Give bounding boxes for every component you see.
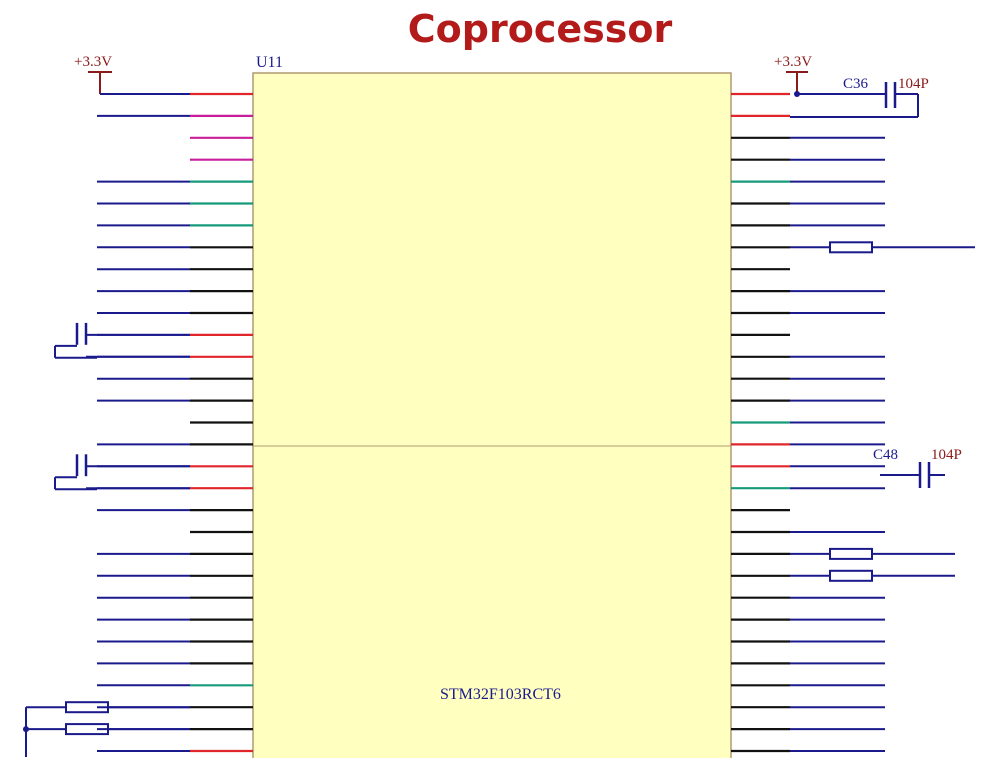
schematic-title: Coprocessor xyxy=(408,7,673,51)
resistor-r50 xyxy=(829,569,955,582)
junction-dot xyxy=(23,726,29,733)
power-symbol-right: +3.3V C36 104P xyxy=(774,54,929,118)
power-symbol-left: +3.3V xyxy=(74,54,190,95)
cap-c48: C48 104P xyxy=(873,447,962,488)
chip-part-number: STM32F103RCT6 xyxy=(440,686,561,703)
cap-c48-ref: C48 xyxy=(873,447,898,463)
resistor-r34 xyxy=(26,723,190,736)
cap-c45 xyxy=(54,322,190,359)
cap-c36-ref: C36 xyxy=(843,76,869,92)
resistor-r48 xyxy=(829,547,955,560)
cap-c36-value: 104P xyxy=(898,76,929,92)
cap-c49 xyxy=(54,454,190,491)
resistor-r38 xyxy=(26,701,190,714)
chip-refdes: U11 xyxy=(256,54,283,71)
left-pin-group xyxy=(97,92,253,753)
power-label-right: +3.3V xyxy=(774,54,812,70)
chip-body xyxy=(252,72,732,758)
passive-components xyxy=(23,241,975,757)
cap-c48-value: 104P xyxy=(931,447,962,463)
power-label-left: +3.3V xyxy=(74,54,112,70)
right-pin-group xyxy=(731,92,885,753)
resistor-r6 xyxy=(829,241,975,254)
